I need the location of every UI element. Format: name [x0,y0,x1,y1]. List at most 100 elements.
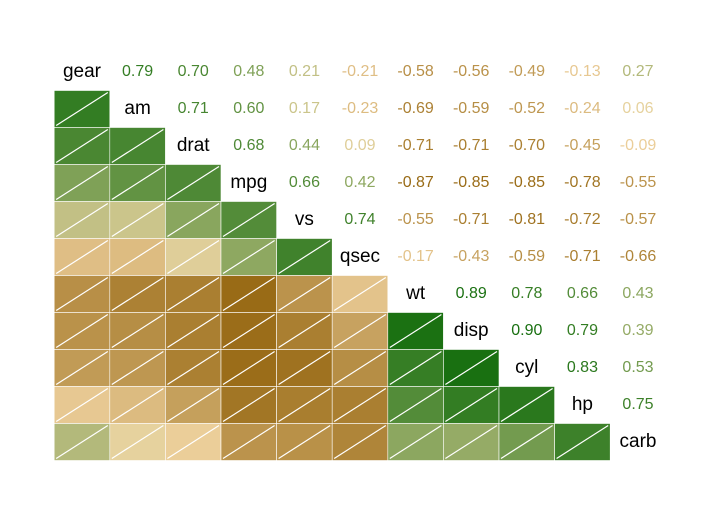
correlation-label: -0.85 [509,174,546,191]
correlation-label: -0.78 [564,174,601,191]
correlation-label: -0.59 [509,248,546,265]
correlation-label: -0.21 [342,63,379,80]
correlation-label: 0.42 [344,174,375,191]
cell-hatch [55,165,109,201]
variable-label: drat [177,135,210,156]
cell-hatch [167,313,220,349]
correlation-label: -0.71 [453,137,490,154]
cell-hatch [111,424,164,460]
correlation-label: 0.83 [567,359,598,376]
cell-hatch [111,239,164,275]
correlation-label: -0.43 [453,248,490,265]
correlation-label: -0.87 [397,174,434,191]
cell-hatch [55,313,109,349]
cell-hatch [222,239,275,275]
cell-hatch [278,387,331,423]
cell-hatch [55,91,109,127]
correlation-label: -0.58 [397,63,434,80]
cell-hatch [445,424,498,460]
correlation-label: 0.78 [511,285,542,302]
cell-hatch [278,276,331,312]
cell-hatch [389,313,442,349]
cell-hatch [167,350,220,386]
cell-hatch [167,424,220,460]
cell-hatch [167,202,220,238]
cell-hatch [445,387,498,423]
correlation-label: 0.53 [622,359,653,376]
correlation-label: 0.79 [122,63,153,80]
correlation-label: -0.56 [453,63,490,80]
cell-hatch [55,387,109,423]
cell-hatch [111,165,164,201]
correlation-label: 0.74 [344,211,375,228]
cell-hatch [222,424,275,460]
correlation-label: 0.48 [233,63,264,80]
cell-hatch [333,276,387,312]
cell-hatch [333,313,387,349]
cell-hatch [167,276,220,312]
cell-hatch [222,350,275,386]
cell-hatch [111,128,164,164]
correlation-label: -0.49 [509,63,546,80]
cell-hatch [222,276,275,312]
correlation-label: -0.71 [397,137,434,154]
correlation-label: -0.09 [620,137,657,154]
cell-hatch [111,350,164,386]
cell-hatch [333,424,387,460]
correlation-label: 0.17 [289,100,320,117]
variable-label: disp [454,320,489,341]
correlation-label: 0.43 [622,285,653,302]
correlation-label: 0.79 [567,322,598,339]
cell-hatch [55,239,109,275]
correlation-label: 0.89 [456,285,487,302]
cell-hatch [222,202,275,238]
cell-hatch [111,387,164,423]
correlation-label: 0.68 [233,137,264,154]
cell-hatch [333,387,387,423]
variable-label: wt [405,283,426,304]
cell-hatch [500,387,553,423]
variable-label: hp [572,394,593,415]
correlation-label: -0.13 [564,63,601,80]
correlation-label: 0.44 [289,137,320,154]
correlation-label: 0.75 [622,396,653,413]
cell-hatch [222,387,275,423]
cell-hatch [111,313,164,349]
correlation-label: 0.71 [178,100,209,117]
cell-hatch [278,313,331,349]
correlation-label: -0.17 [397,248,434,265]
cell-hatch [55,424,109,460]
cell-hatch [167,165,220,201]
correlation-label: -0.72 [564,211,601,228]
correlation-label: 0.66 [289,174,320,191]
cell-hatch [55,276,109,312]
variable-label: mpg [230,172,267,193]
cell-hatch [333,350,387,386]
variable-label: vs [295,209,314,230]
cell-hatch [389,387,442,423]
correlation-label: 0.66 [567,285,598,302]
cell-hatch [55,202,109,238]
cell-hatch [55,128,109,164]
correlation-label: -0.85 [453,174,490,191]
correlation-label: -0.23 [342,100,379,117]
correlation-label: -0.45 [564,137,601,154]
correlation-label: 0.70 [178,63,209,80]
cell-hatch [222,313,275,349]
correlation-label: -0.55 [620,174,657,191]
cell-hatch [111,202,164,238]
correlation-label: -0.70 [509,137,546,154]
correlation-label: 0.21 [289,63,320,80]
correlation-label: -0.71 [564,248,601,265]
correlation-label: -0.71 [453,211,490,228]
correlation-label: 0.90 [511,322,542,339]
correlation-label: -0.52 [509,100,546,117]
cell-hatch [556,424,609,460]
variable-label: qsec [340,246,380,267]
cell-hatch [389,424,442,460]
correlation-label: -0.57 [620,211,657,228]
correlation-label: -0.24 [564,100,601,117]
cell-hatch [278,424,331,460]
correlation-label: -0.69 [397,100,434,117]
cell-hatch [445,350,498,386]
